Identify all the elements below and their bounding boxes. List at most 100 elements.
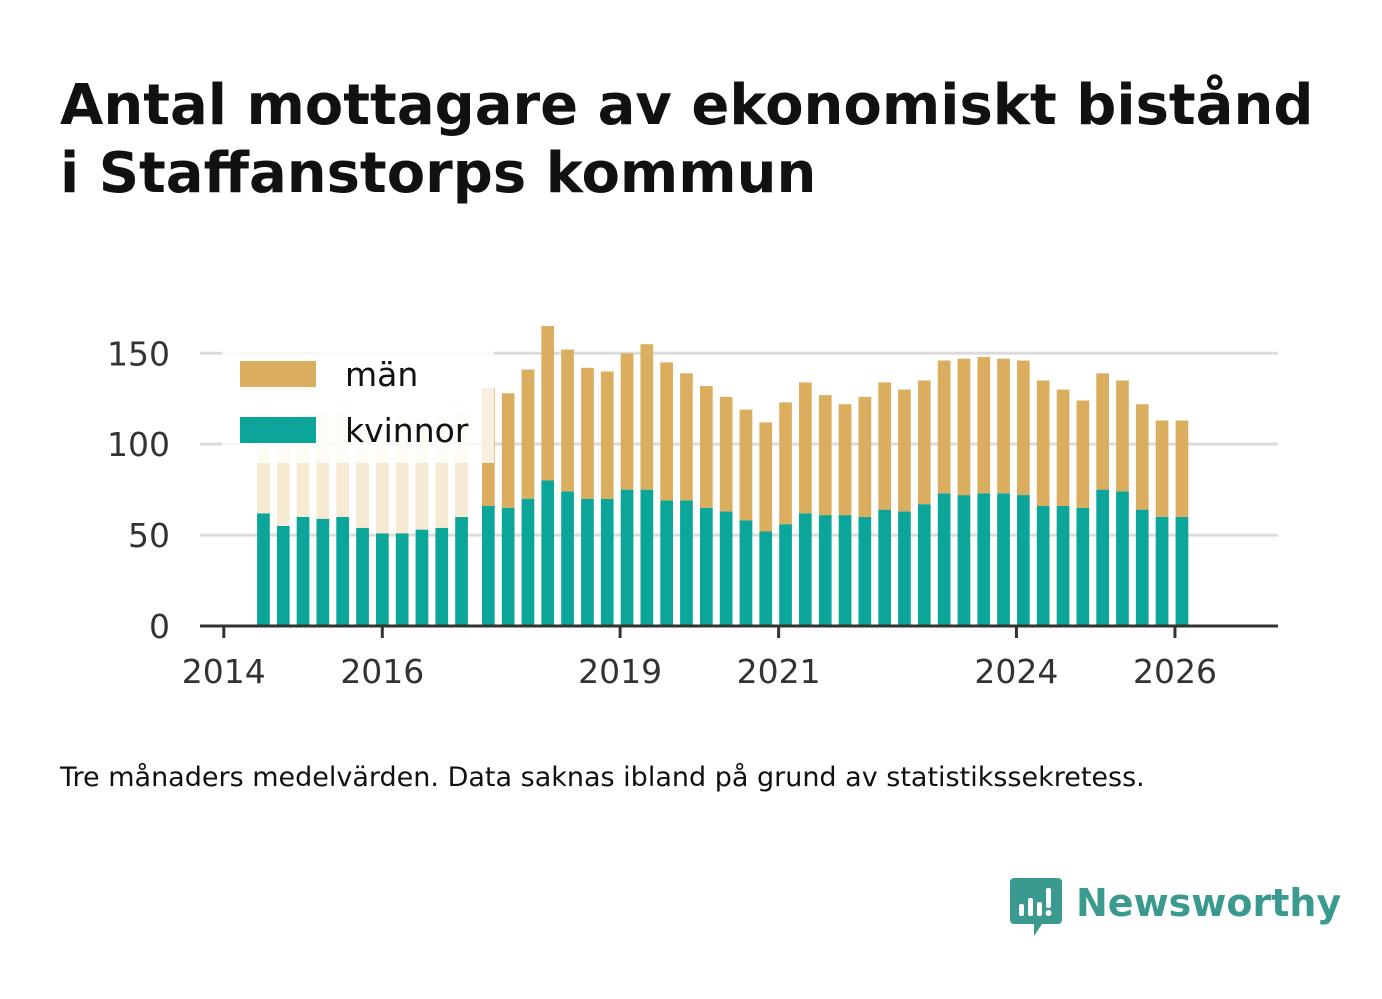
bar-man (660, 362, 673, 501)
bar-kvinnor (660, 500, 673, 626)
bar-man (759, 422, 773, 532)
newsworthy-logo-icon (1010, 878, 1062, 936)
bar-man (1116, 380, 1129, 492)
bar-kvinnor (779, 524, 792, 626)
bar-man (977, 356, 991, 494)
bar-man (640, 344, 654, 490)
bar-kvinnor (276, 526, 290, 626)
bar-man (937, 360, 951, 494)
bar-kvinnor (415, 529, 429, 626)
bar-man (581, 367, 594, 499)
bar-kvinnor (700, 507, 713, 626)
bar-kvinnor (759, 531, 773, 626)
bar-kvinnor (858, 516, 872, 626)
bar-kvinnor (561, 491, 574, 626)
bar-kvinnor (957, 495, 971, 626)
chart-title-line-1: Antal mottagare av ekonomiskt bistånd (60, 73, 1314, 138)
legend-swatch-man (240, 361, 316, 387)
legend-label-kvinnor: kvinnor (345, 411, 469, 450)
bar-man (700, 386, 713, 508)
bar-kvinnor (600, 498, 614, 626)
bar-kvinnor (917, 504, 931, 626)
bar-kvinnor (1155, 516, 1169, 626)
bars (257, 326, 1189, 626)
bar-kvinnor (818, 515, 832, 626)
bar-kvinnor (719, 511, 733, 626)
bar-kvinnor (257, 513, 270, 626)
bar-kvinnor (455, 516, 468, 626)
bar-man (1155, 420, 1169, 517)
bar-kvinnor (501, 507, 515, 626)
bar-kvinnor (1017, 495, 1030, 626)
x-tick-label: 2024 (974, 652, 1058, 691)
bar-kvinnor (1175, 516, 1189, 626)
x-tick-label: 2019 (578, 652, 662, 691)
bar-kvinnor (316, 518, 330, 626)
bar-kvinnor (937, 493, 951, 626)
brand-logo: Newsworthy (1010, 878, 1341, 940)
legend-swatch-kvinnor (240, 417, 316, 443)
bar-kvinnor (620, 489, 634, 626)
bar-kvinnor (356, 527, 369, 626)
bar-man (878, 382, 891, 510)
bar-chart: 0 50 100 150 2014 2016 2019 2021 2024 2026 män kv… (107, 326, 1278, 691)
bar-kvinnor (739, 520, 753, 626)
bar-man (799, 382, 812, 514)
bar-kvinnor (296, 516, 310, 626)
bar-kvinnor (1116, 491, 1129, 626)
bar-man (898, 389, 911, 512)
bar-man (561, 349, 574, 492)
bar-man (1036, 380, 1050, 506)
bar-kvinnor (1096, 489, 1109, 626)
axes: 0 50 100 150 2014 2016 2019 2021 2024 2026 (107, 334, 1278, 691)
x-tick-label: 2026 (1133, 652, 1217, 691)
bar-kvinnor (898, 511, 911, 626)
bar-kvinnor (1036, 506, 1050, 626)
bar-kvinnor (680, 500, 693, 626)
bar-kvinnor (336, 516, 349, 626)
bar-man (501, 393, 515, 508)
bar-man (1076, 400, 1090, 508)
bar-kvinnor (482, 506, 495, 626)
chart-title: Antal mottagare av ekonomiskt bistånd i … (60, 72, 1350, 208)
bar-kvinnor (878, 509, 891, 626)
bar-kvinnor (541, 480, 555, 626)
legend: män kvinnor (222, 345, 494, 463)
bar-man (719, 396, 733, 512)
bar-man (1017, 360, 1030, 495)
bar-man (818, 395, 832, 516)
bar-kvinnor (640, 489, 654, 626)
legend-label-man: män (345, 355, 418, 394)
y-tick-label: 0 (149, 607, 170, 646)
bar-man (957, 358, 971, 496)
bar-kvinnor (1076, 507, 1090, 626)
bar-kvinnor (997, 493, 1010, 626)
bar-man (739, 409, 753, 521)
bar-man (680, 373, 693, 501)
footnote: Tre månaders medelvärden. Data saknas ib… (60, 762, 1145, 793)
y-tick-label: 100 (107, 425, 170, 464)
y-tick-label: 150 (107, 334, 170, 373)
x-tick-label: 2016 (340, 652, 424, 691)
bar-man (541, 326, 555, 481)
bar-man (1056, 389, 1070, 506)
bar-kvinnor (581, 498, 594, 626)
bar-kvinnor (1056, 506, 1070, 626)
bar-man (1096, 373, 1109, 490)
x-tick-label: 2021 (737, 652, 821, 691)
bar-man (838, 404, 852, 516)
bar-man (620, 353, 634, 490)
bar-kvinnor (395, 533, 409, 626)
brand-name: Newsworthy (1076, 881, 1342, 925)
x-tick-label: 2014 (182, 652, 266, 691)
bar-man (917, 380, 931, 505)
bar-man (1135, 404, 1149, 510)
chart-title-line-2: i Staffanstorps kommun (60, 141, 817, 206)
y-tick-label: 50 (128, 516, 170, 555)
bar-kvinnor (838, 515, 852, 626)
bar-man (779, 402, 792, 525)
bar-kvinnor (977, 493, 991, 626)
bar-kvinnor (435, 527, 449, 626)
bar-man (600, 371, 614, 499)
bar-man (1175, 420, 1189, 517)
